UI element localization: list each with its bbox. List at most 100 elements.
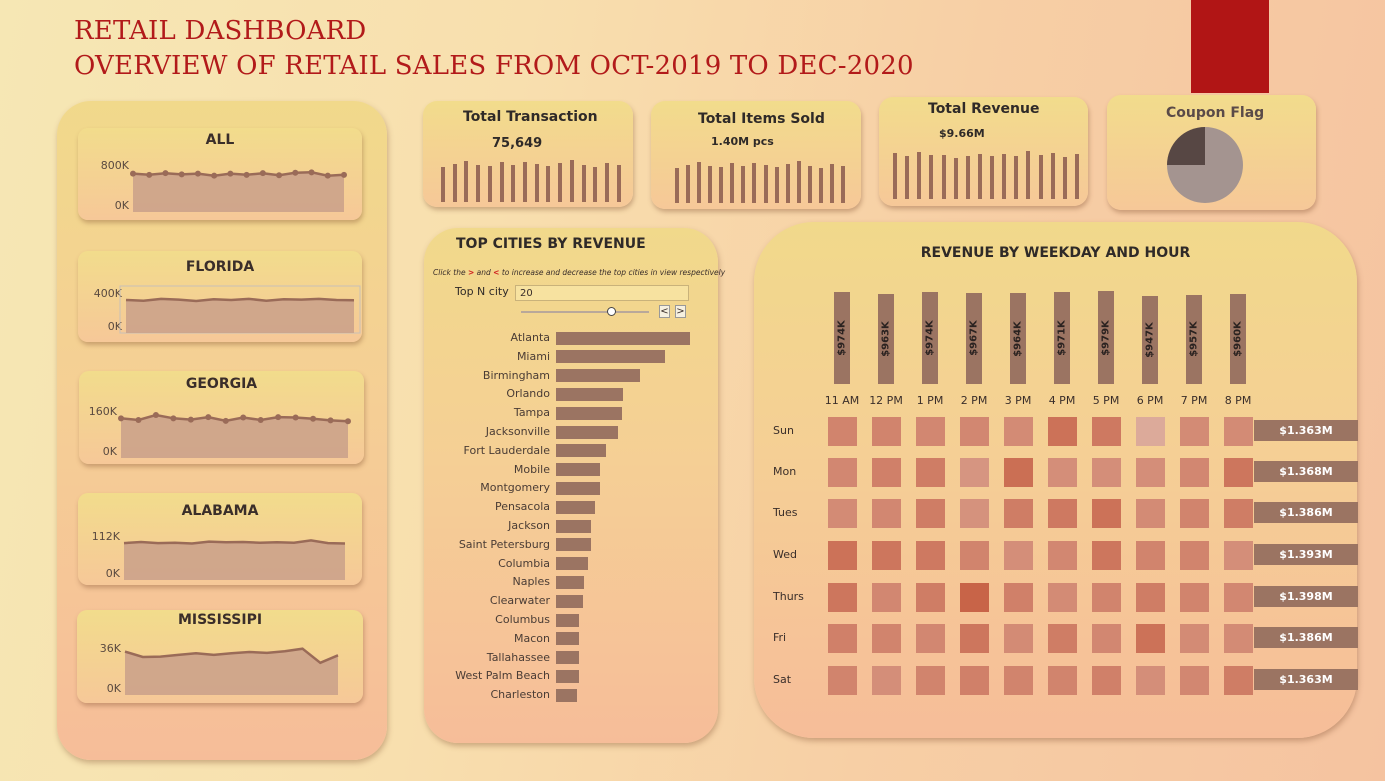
hour-revenue-bar[interactable]: $967K [966,292,982,384]
heatmap-cell[interactable] [1092,499,1121,528]
day-total-bar[interactable]: $1.393M [1254,544,1358,565]
heatmap-cell[interactable] [828,541,857,570]
heatmap-cell[interactable] [1224,417,1253,446]
heatmap-cell[interactable] [872,666,901,695]
decrease-cities-button[interactable]: < [659,305,670,318]
heatmap-cell[interactable] [960,458,989,487]
heatmap-cell[interactable] [1092,583,1121,612]
heatmap-cell[interactable] [828,624,857,653]
heatmap-cell[interactable] [916,499,945,528]
heatmap-cell[interactable] [1004,458,1033,487]
hour-revenue-bar[interactable]: $974K [922,291,938,384]
coupon-pie-chart[interactable] [1165,125,1245,205]
heatmap-cell[interactable] [1092,417,1121,446]
city-bar[interactable] [556,632,579,646]
heatmap-cell[interactable] [1048,458,1077,487]
heatmap-cell[interactable] [1004,417,1033,446]
heatmap-cell[interactable] [1092,458,1121,487]
heatmap-cell[interactable] [872,541,901,570]
heatmap-cell[interactable] [1004,541,1033,570]
increase-cities-button[interactable]: > [675,305,686,318]
hour-revenue-bar[interactable]: $964K [1010,293,1026,384]
top-n-slider-track[interactable] [521,311,649,313]
city-bar[interactable] [556,651,579,665]
heatmap-cell[interactable] [872,417,901,446]
heatmap-cell[interactable] [1224,541,1253,570]
heatmap-cell[interactable] [1048,499,1077,528]
heatmap-cell[interactable] [1092,624,1121,653]
heatmap-cell[interactable] [916,624,945,653]
heatmap-cell[interactable] [960,624,989,653]
city-bar[interactable] [556,613,579,627]
city-bar[interactable] [556,519,591,533]
heatmap-cell[interactable] [1004,666,1033,695]
state-area-chart[interactable] [119,285,361,334]
hour-revenue-bar[interactable]: $974K [834,291,850,384]
hour-revenue-bar[interactable]: $960K [1230,294,1246,385]
heatmap-cell[interactable] [828,458,857,487]
city-bar[interactable] [556,331,690,345]
hour-revenue-bar[interactable]: $979K [1098,291,1114,384]
heatmap-cell[interactable] [1224,666,1253,695]
heatmap-cell[interactable] [916,417,945,446]
state-area-chart[interactable] [118,408,351,458]
heatmap-cell[interactable] [916,666,945,695]
city-bar[interactable] [556,688,578,702]
heatmap-cell[interactable] [1224,499,1253,528]
city-bar[interactable] [556,557,589,571]
city-bar[interactable] [556,406,622,420]
state-area-chart[interactable] [124,645,339,695]
heatmap-cell[interactable] [960,541,989,570]
heatmap-cell[interactable] [1048,624,1077,653]
city-bar[interactable] [556,538,591,552]
hour-revenue-bar[interactable]: $971K [1054,292,1070,384]
state-area-chart[interactable] [130,162,347,212]
heatmap-cell[interactable] [960,417,989,446]
top-n-slider-thumb[interactable] [606,307,616,316]
day-total-bar[interactable]: $1.386M [1254,502,1358,523]
heatmap-cell[interactable] [872,583,901,612]
heatmap-cell[interactable] [1092,666,1121,695]
heatmap-cell[interactable] [1048,666,1077,695]
day-total-bar[interactable]: $1.398M [1254,586,1358,607]
city-bar[interactable] [556,425,618,439]
heatmap-cell[interactable] [1180,541,1209,570]
heatmap-cell[interactable] [828,666,857,695]
heatmap-cell[interactable] [1136,624,1165,653]
city-bar[interactable] [556,444,606,458]
heatmap-cell[interactable] [960,583,989,612]
heatmap-cell[interactable] [1136,458,1165,487]
city-bar[interactable] [556,500,595,514]
city-bar[interactable] [556,594,583,608]
city-bar[interactable] [556,463,601,477]
day-total-bar[interactable]: $1.368M [1254,461,1358,482]
heatmap-cell[interactable] [1048,583,1077,612]
heatmap-cell[interactable] [916,458,945,487]
hour-revenue-bar[interactable]: $947K [1142,296,1158,384]
heatmap-cell[interactable] [872,499,901,528]
heatmap-cell[interactable] [1224,458,1253,487]
hour-revenue-bar[interactable]: $963K [878,293,894,385]
heatmap-cell[interactable] [1180,417,1209,446]
city-bar[interactable] [556,669,579,683]
city-bar[interactable] [556,387,623,401]
heatmap-cell[interactable] [1136,499,1165,528]
city-bar[interactable] [556,369,641,383]
city-bar[interactable] [556,350,665,364]
heatmap-cell[interactable] [916,541,945,570]
heatmap-cell[interactable] [1180,458,1209,487]
heatmap-cell[interactable] [1136,417,1165,446]
city-bar[interactable] [556,575,585,589]
heatmap-cell[interactable] [1180,583,1209,612]
heatmap-cell[interactable] [1224,624,1253,653]
top-n-city-input[interactable] [515,285,689,301]
heatmap-cell[interactable] [916,583,945,612]
heatmap-cell[interactable] [1004,624,1033,653]
heatmap-cell[interactable] [872,624,901,653]
heatmap-cell[interactable] [1048,417,1077,446]
heatmap-cell[interactable] [960,499,989,528]
heatmap-cell[interactable] [1224,583,1253,612]
heatmap-cell[interactable] [960,666,989,695]
day-total-bar[interactable]: $1.363M [1254,420,1358,441]
heatmap-cell[interactable] [828,499,857,528]
